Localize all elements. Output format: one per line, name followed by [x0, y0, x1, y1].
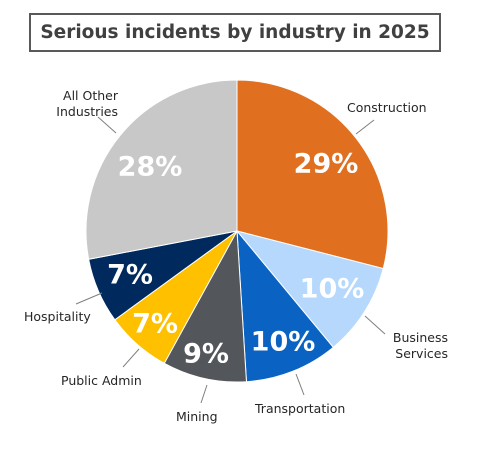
- leader-line-construction: [355, 119, 375, 135]
- category-label-all-other-industries: All Other Industries: [56, 88, 119, 119]
- percent-label-business-services: 10%: [300, 274, 365, 305]
- slice-construction: [236, 79, 389, 270]
- category-label-business-services: Business Services: [393, 330, 448, 361]
- category-label-hospitality: Hospitality: [24, 309, 91, 324]
- slice-business-services: [235, 230, 384, 349]
- percent-label-transportation: 10%: [251, 327, 316, 358]
- category-label-transportation: Transportation: [254, 401, 345, 416]
- leader-line-all-other-industries: [97, 116, 117, 134]
- leader-line-mining: [200, 384, 208, 404]
- category-label-construction: Construction: [347, 100, 427, 115]
- leader-lines: [75, 116, 386, 404]
- chart-title: Serious incidents by industry in 2025: [29, 13, 441, 52]
- leader-line-transportation: [295, 373, 305, 396]
- slice-all-other-industries: [85, 79, 238, 260]
- percent-label-mining: 9%: [183, 339, 229, 370]
- leader-line-hospitality: [75, 292, 103, 305]
- percent-label-all-other-industries: 28%: [118, 152, 183, 183]
- category-label-public-admin: Public Admin: [61, 373, 142, 388]
- leader-line-public-admin: [122, 348, 140, 368]
- percent-label-construction: 29%: [294, 149, 359, 180]
- category-labels: Construction Business Services Transportati…: [24, 88, 448, 424]
- slice-transportation: [236, 229, 334, 383]
- category-label-mining: Mining: [176, 409, 218, 424]
- slice-mining: [163, 229, 248, 383]
- percent-label-public-admin: 7%: [132, 309, 178, 340]
- leader-line-business-services: [364, 315, 386, 335]
- percent-label-hospitality: 7%: [107, 260, 153, 291]
- percent-labels: 29%10%10%9%7%7%28%: [107, 149, 364, 370]
- pie-slices: [85, 79, 389, 383]
